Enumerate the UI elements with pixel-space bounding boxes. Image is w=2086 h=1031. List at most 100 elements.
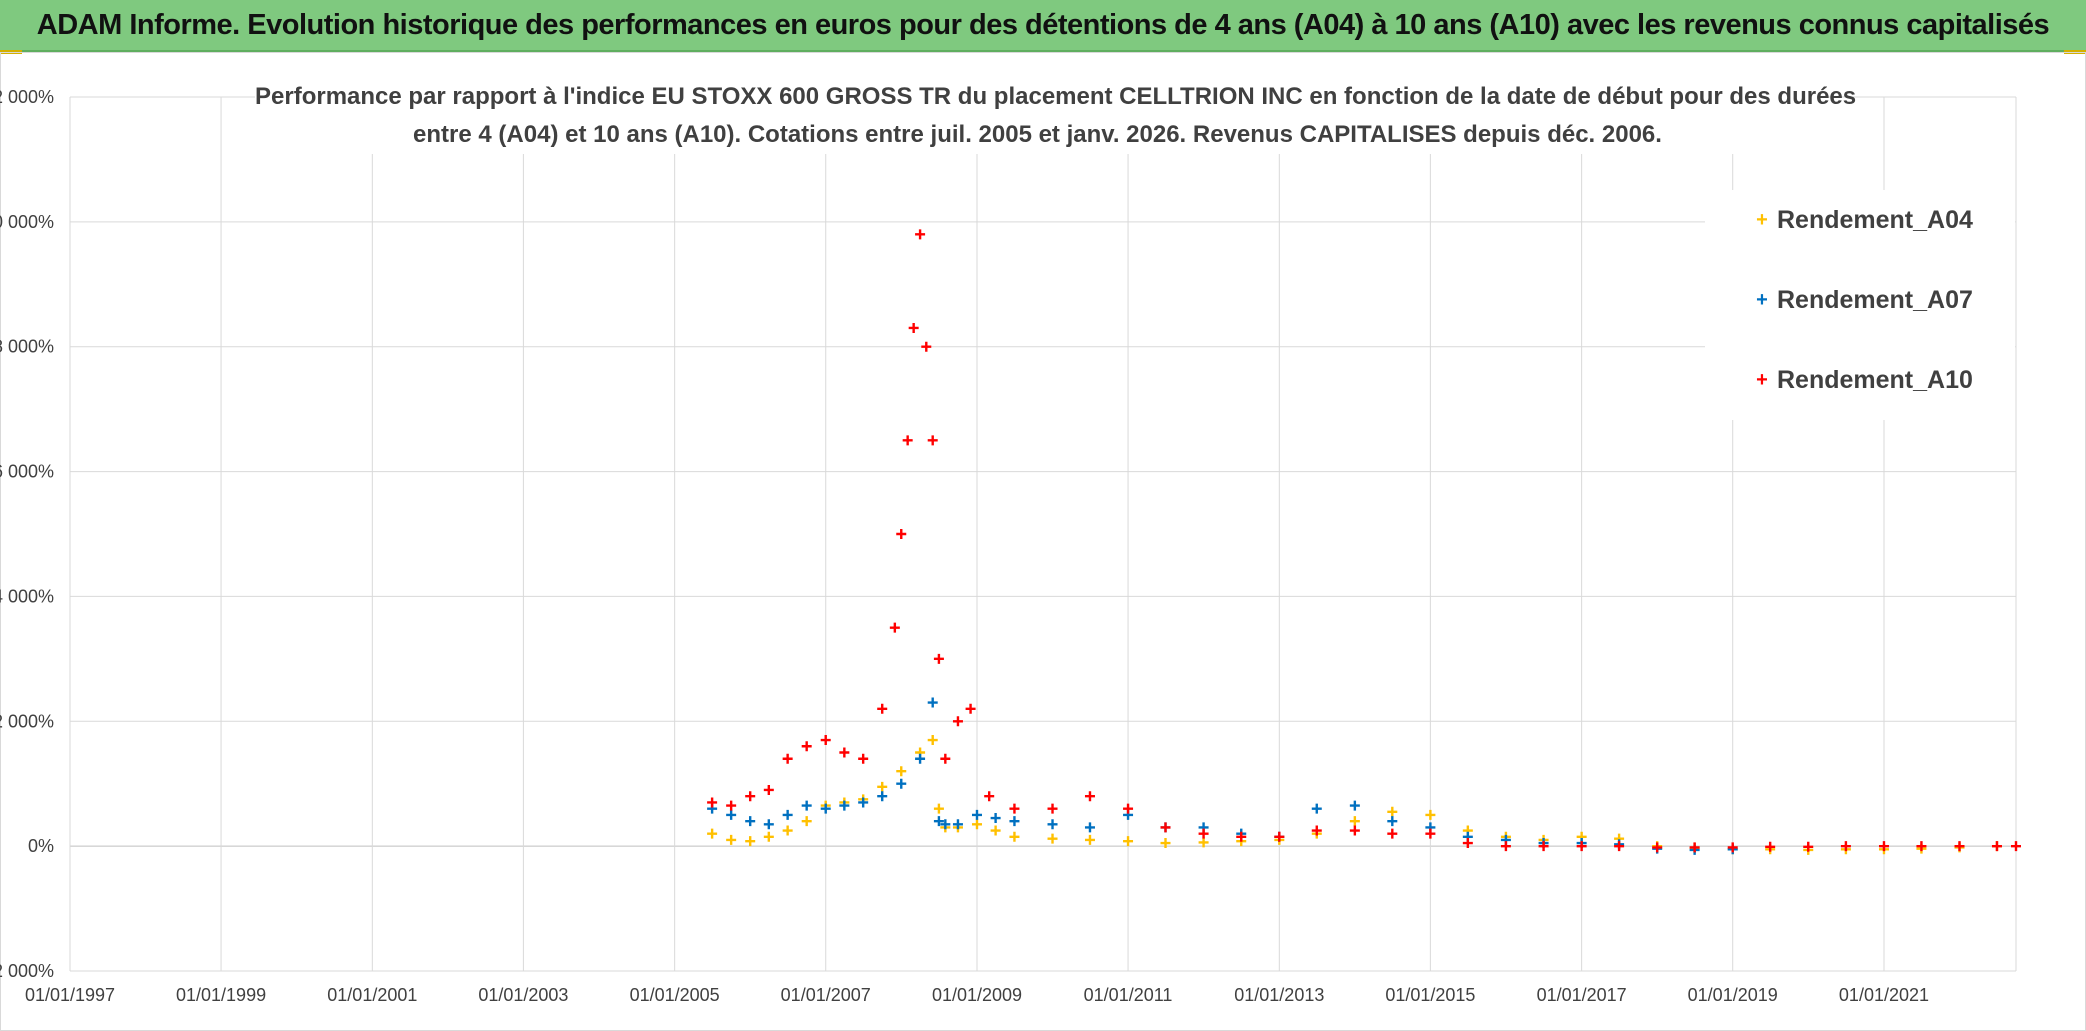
chart-title-line-2: entre 4 (A04) et 10 ans (A10). Cotations… (413, 121, 1662, 148)
data-point (1425, 828, 1436, 839)
data-point (1954, 841, 1965, 852)
data-point (1916, 841, 1927, 852)
data-point (1349, 816, 1360, 827)
data-point (896, 529, 907, 539)
y-tick-label: -2 000% (0, 961, 54, 981)
data-point (933, 816, 944, 827)
data-point (1349, 825, 1360, 836)
x-tick-label: 01/01/2019 (1688, 985, 1778, 1005)
data-point (990, 813, 1001, 824)
data-point (1727, 842, 1738, 853)
data-point (763, 831, 774, 842)
data-point (877, 703, 888, 714)
data-point (1500, 841, 1511, 852)
y-tick-label: 4 000% (0, 586, 54, 606)
data-point (1084, 791, 1095, 802)
data-point (782, 825, 793, 836)
x-tick-label: 01/01/2009 (932, 985, 1022, 1005)
report-title: ADAM Informe. Evolution historique des p… (36, 8, 2050, 41)
data-point (902, 435, 913, 446)
data-point (1803, 841, 1814, 852)
data-point (1047, 819, 1058, 830)
series-rendement-a10 (707, 229, 2021, 853)
data-point (745, 791, 756, 802)
x-tick-label: 01/01/2021 (1839, 985, 1929, 1005)
data-point (927, 697, 938, 708)
series-rendement-a07 (707, 697, 1738, 855)
data-point (940, 819, 951, 830)
data-point (971, 819, 982, 830)
data-point (896, 778, 907, 789)
data-point (952, 819, 963, 830)
x-tick-label: 01/01/2005 (630, 985, 720, 1005)
data-point (763, 819, 774, 830)
data-point (1538, 841, 1549, 852)
data-point (933, 653, 944, 664)
x-tick-label: 01/01/2011 (1084, 985, 1173, 1005)
data-point (1311, 825, 1322, 836)
data-point (745, 816, 756, 827)
data-point (726, 809, 737, 820)
legend-item-a07: + Rendement_A07 (1705, 280, 1973, 320)
data-point (1123, 836, 1134, 847)
data-point (1614, 841, 1625, 852)
data-point (707, 828, 718, 839)
data-point (877, 781, 888, 792)
data-point (839, 747, 850, 758)
data-point (1009, 816, 1020, 827)
legend-marker-a04-icon: + (1756, 208, 1768, 231)
legend-label-a10: Rendement_A10 (1777, 365, 1973, 394)
data-point (763, 784, 774, 795)
y-tick-label: 0% (28, 836, 54, 856)
x-tick-label: 01/01/1997 (25, 985, 115, 1005)
x-axis-tick-labels: 01/01/1997 01/01/1999 01/01/2001 01/01/2003… (25, 985, 1929, 1005)
data-point (1387, 816, 1398, 827)
data-point (1160, 822, 1171, 833)
data-point (971, 809, 982, 820)
data-point (1084, 834, 1095, 845)
y-tick-label: 2 000% (0, 711, 54, 731)
data-point (1991, 841, 2002, 852)
data-point (1198, 828, 1209, 839)
chart-title-line-1: Performance par rapport à l'indice EU ST… (255, 83, 1857, 110)
data-point (915, 229, 926, 240)
x-tick-label: 01/01/2015 (1385, 985, 1475, 1005)
title-banner: ADAM Informe. Evolution historique des p… (0, 0, 2086, 52)
legend-marker-a10-icon: + (1756, 368, 1768, 391)
series-rendement-a04 (707, 735, 2002, 855)
data-point (1765, 841, 1776, 852)
data-point (1462, 838, 1473, 849)
data-point (1652, 842, 1663, 853)
data-point (726, 800, 737, 811)
data-point (1084, 822, 1095, 833)
data-points (707, 229, 2021, 855)
legend-label-a04: Rendement_A04 (1777, 205, 1973, 234)
legend-item-a04: + Rendement_A04 (1705, 200, 1973, 240)
y-tick-label: 10 000% (0, 212, 54, 232)
data-point (933, 803, 944, 814)
data-point (1349, 800, 1360, 811)
data-point (801, 800, 812, 811)
data-point (801, 741, 812, 752)
data-point (990, 825, 1001, 836)
data-point (940, 753, 951, 764)
legend-item-a10: + Rendement_A10 (1705, 360, 1973, 400)
data-point (877, 791, 888, 802)
x-tick-label: 01/01/2013 (1234, 985, 1324, 1005)
data-point (858, 797, 869, 808)
y-tick-label: 12 000% (0, 87, 54, 107)
data-point (858, 753, 869, 764)
data-point (839, 800, 850, 811)
data-point (1576, 841, 1587, 852)
data-point (820, 735, 831, 746)
data-point (1274, 831, 1285, 842)
data-point (1198, 837, 1209, 848)
data-point (1160, 838, 1171, 849)
data-point (1311, 803, 1322, 814)
data-point (801, 816, 812, 827)
legend-marker-a07-icon: + (1756, 288, 1768, 311)
data-point (726, 834, 737, 845)
data-point (965, 703, 976, 714)
data-point (908, 322, 919, 333)
data-point (1387, 828, 1398, 839)
